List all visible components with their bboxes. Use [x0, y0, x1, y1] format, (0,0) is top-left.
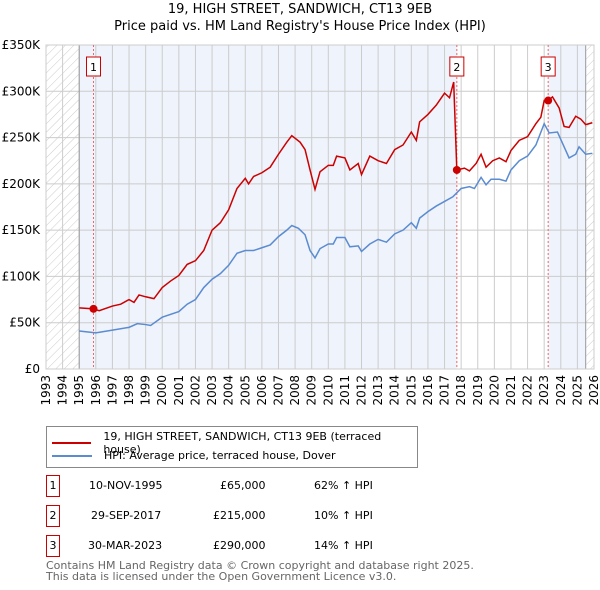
- ownership-period-shade: [79, 45, 457, 369]
- y-tick-label: £250K: [2, 131, 42, 145]
- x-tick-label: 1993: [39, 375, 53, 406]
- table-row: 3 30-MAR-2023 £290,000 14% ↑ HPI: [46, 535, 446, 557]
- legend-item-hpi: HPI: Average price, terraced house, Dove…: [52, 449, 336, 462]
- y-tick-label: £200K: [2, 177, 42, 191]
- footer-licence: This data is licensed under the Open Gov…: [46, 570, 397, 583]
- chart-title: 19, HIGH STREET, SANDWICH, CT13 9EB: [167, 2, 433, 17]
- sale-date: 30-MAR-2023: [88, 539, 163, 552]
- x-tick-label: 2011: [338, 375, 352, 406]
- x-tick-label: 2001: [172, 375, 186, 406]
- x-tick-label: 2018: [454, 375, 468, 406]
- y-tick-label: £100K: [2, 269, 42, 283]
- x-tick-label: 2015: [404, 375, 418, 406]
- legend-swatch-red: [52, 442, 92, 444]
- x-tick-label: 2019: [471, 375, 485, 406]
- chart-subtitle: Price paid vs. HM Land Registry's House …: [114, 19, 486, 34]
- sale-point: [452, 165, 461, 174]
- sale-hpi: 10% ↑ HPI: [314, 509, 373, 522]
- table-row: 2 29-SEP-2017 £215,000 10% ↑ HPI: [46, 505, 446, 527]
- x-tick-label: 1994: [56, 375, 70, 406]
- x-tick-label: 2017: [438, 375, 452, 406]
- x-tick-label: 2006: [255, 375, 269, 406]
- plot-border: [45, 44, 595, 370]
- x-tick-label: 2010: [321, 375, 335, 406]
- sale-date: 10-NOV-1995: [89, 479, 163, 492]
- x-tick-label: 2005: [238, 375, 252, 406]
- x-tick-label: 2023: [537, 375, 551, 406]
- price-chart: 1993 1994 1995 1996 1997 1998 1999 2000 2001 2002…: [2, 38, 600, 406]
- x-tick-label: 2026: [587, 375, 600, 406]
- legend: 19, HIGH STREET, SANDWICH, CT13 9EB (ter…: [46, 426, 418, 468]
- sale-marker-label: 2: [453, 61, 460, 74]
- sale-marker-label: 3: [545, 61, 552, 74]
- x-tick-label: 1995: [72, 375, 86, 406]
- sale-price: £215,000: [213, 509, 266, 522]
- x-tick-label: 1997: [105, 375, 119, 406]
- x-tick-label: 2004: [222, 375, 236, 406]
- x-tick-label: 2020: [487, 375, 501, 406]
- sale-marker-label: 1: [46, 475, 60, 497]
- x-tick-label: 2003: [205, 375, 219, 406]
- x-tick-label: 1998: [122, 375, 136, 406]
- sale-marker-label: 1: [90, 61, 97, 74]
- x-tick-label: 1999: [139, 375, 153, 406]
- x-tick-label: 2012: [355, 375, 369, 406]
- sale-marker-box: [540, 56, 556, 77]
- y-tick-label: £350K: [2, 38, 42, 52]
- x-tick-label: 2025: [570, 375, 584, 406]
- x-tick-label: 2021: [504, 375, 518, 406]
- x-tick-label: 2007: [271, 375, 285, 406]
- sale-marker-label: 3: [46, 535, 60, 557]
- sale-date: 29-SEP-2017: [91, 509, 162, 522]
- sale-price: £290,000: [213, 539, 266, 552]
- x-tick-label: 2024: [554, 375, 568, 406]
- y-tick-label: £150K: [2, 223, 42, 237]
- legend-item-property: 19, HIGH STREET, SANDWICH, CT13 9EB (ter…: [52, 430, 417, 456]
- sale-hpi: 14% ↑ HPI: [314, 539, 373, 552]
- legend-label: HPI: Average price, terraced house, Dove…: [104, 449, 336, 462]
- ownership-period-shade: [548, 45, 586, 369]
- property-price-line: [79, 81, 593, 312]
- x-tick-label: 2009: [305, 375, 319, 406]
- x-tick-label: 1996: [89, 375, 103, 406]
- x-tick-label: 2000: [155, 375, 169, 406]
- sale-point: [544, 96, 553, 105]
- x-tick-label: 2002: [188, 375, 202, 406]
- y-tick-label: £300K: [2, 84, 42, 98]
- legend-swatch-blue: [52, 454, 92, 457]
- y-tick-label: £0: [25, 362, 40, 376]
- sale-price: £65,000: [220, 479, 266, 492]
- sale-marker-box: [85, 56, 101, 77]
- sale-hpi: 62% ↑ HPI: [314, 479, 373, 492]
- table-row: 1 10-NOV-1995 £65,000 62% ↑ HPI: [46, 475, 446, 497]
- y-tick-label: £50K: [9, 316, 41, 330]
- x-tick-label: 2014: [388, 375, 402, 406]
- sale-marker-box: [449, 56, 465, 77]
- footer-copyright: Contains HM Land Registry data © Crown c…: [46, 559, 474, 572]
- x-tick-label: 2022: [521, 375, 535, 406]
- hpi-line: [79, 121, 593, 334]
- x-tick-label: 2008: [288, 375, 302, 406]
- x-tick-label: 2016: [421, 375, 435, 406]
- sale-point: [89, 304, 98, 313]
- x-tick-label: 2013: [371, 375, 385, 406]
- legend-label: 19, HIGH STREET, SANDWICH, CT13 9EB (ter…: [103, 430, 382, 456]
- no-data-hatch: [585, 45, 594, 369]
- sale-marker-label: 2: [46, 505, 60, 527]
